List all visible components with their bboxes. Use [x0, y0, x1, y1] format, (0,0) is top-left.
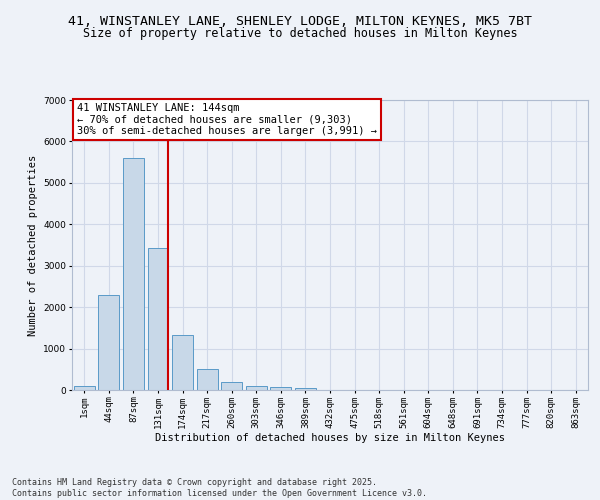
Bar — [98, 294, 119, 390]
Text: Contains HM Land Registry data © Crown copyright and database right 2025.
Contai: Contains HM Land Registry data © Crown c… — [12, 478, 427, 498]
Bar — [197, 370, 218, 390]
X-axis label: Distribution of detached houses by size in Milton Keynes: Distribution of detached houses by size … — [155, 434, 505, 444]
Bar — [148, 248, 169, 390]
Bar — [221, 382, 242, 390]
Bar — [295, 388, 316, 390]
Bar — [246, 386, 267, 390]
Text: 41, WINSTANLEY LANE, SHENLEY LODGE, MILTON KEYNES, MK5 7BT: 41, WINSTANLEY LANE, SHENLEY LODGE, MILT… — [68, 15, 532, 28]
Bar — [123, 158, 144, 390]
Text: 41 WINSTANLEY LANE: 144sqm
← 70% of detached houses are smaller (9,303)
30% of s: 41 WINSTANLEY LANE: 144sqm ← 70% of deta… — [77, 103, 377, 136]
Text: Size of property relative to detached houses in Milton Keynes: Size of property relative to detached ho… — [83, 28, 517, 40]
Bar — [271, 387, 292, 390]
Bar — [74, 386, 95, 390]
Y-axis label: Number of detached properties: Number of detached properties — [28, 154, 38, 336]
Bar — [172, 335, 193, 390]
